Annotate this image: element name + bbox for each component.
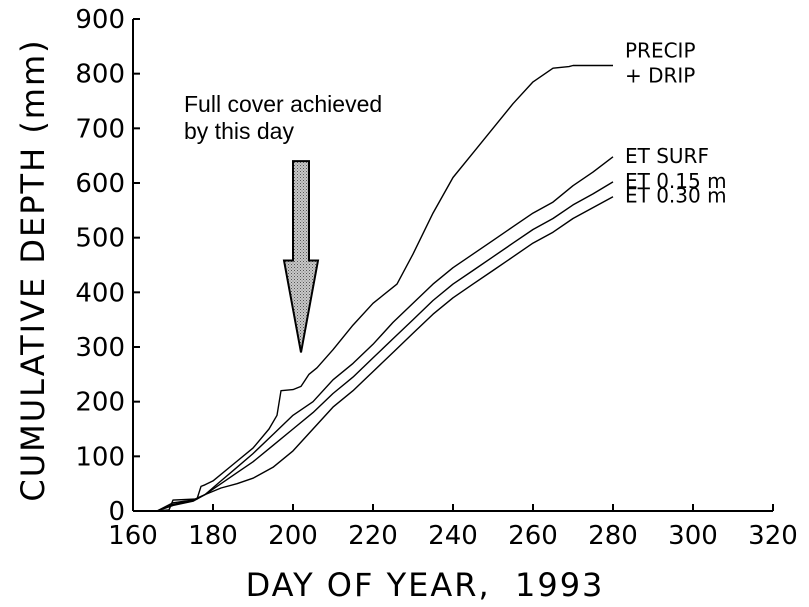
y-tick-label: 500 [75,224,125,254]
series-label: ET SURF [625,144,709,168]
y-tick-label: 600 [75,169,125,199]
x-tick-label: 320 [748,521,798,551]
y-tick-label: 700 [75,114,125,144]
annotation-arrow [282,160,320,353]
y-tick-label: 900 [75,5,125,35]
x-tick-label: 300 [668,521,718,551]
y-tick-label: 800 [75,60,125,90]
series-label: ET 0.30 m [625,184,727,208]
y-axis-title: CUMULATIVE DEPTH (mm) [14,38,52,501]
y-tick-label: 200 [75,388,125,418]
annotation-text: by this day [184,118,294,144]
x-tick-label: 220 [348,521,398,551]
y-tick-label: 0 [108,497,125,527]
axes: 160 180 200 220 240 260 280 300 320 0 100 200 300 400… [75,5,797,551]
x-tick-label: 280 [588,521,638,551]
series-label: PRECIP [625,38,696,62]
series-line [156,156,614,512]
x-tick-label: 160 [108,521,158,551]
series-line [156,64,613,512]
x-tick-label: 200 [268,521,318,551]
x-tick-label: 260 [508,521,558,551]
x-tick-label: 240 [428,521,478,551]
series-line [156,196,614,512]
series-layer [156,64,614,512]
series-label: ET 0.15 m [625,169,727,193]
y-tick-label: 400 [75,278,125,308]
x-tick-label: 180 [188,521,238,551]
series-label: + DRIP [625,63,695,87]
annotation-text: Full cover achieved [184,91,382,117]
x-axis-title: DAY OF YEAR, 1993 [246,566,605,604]
y-tick-label: 300 [75,333,125,363]
series-line [156,181,614,512]
y-tick-label: 100 [75,442,125,472]
